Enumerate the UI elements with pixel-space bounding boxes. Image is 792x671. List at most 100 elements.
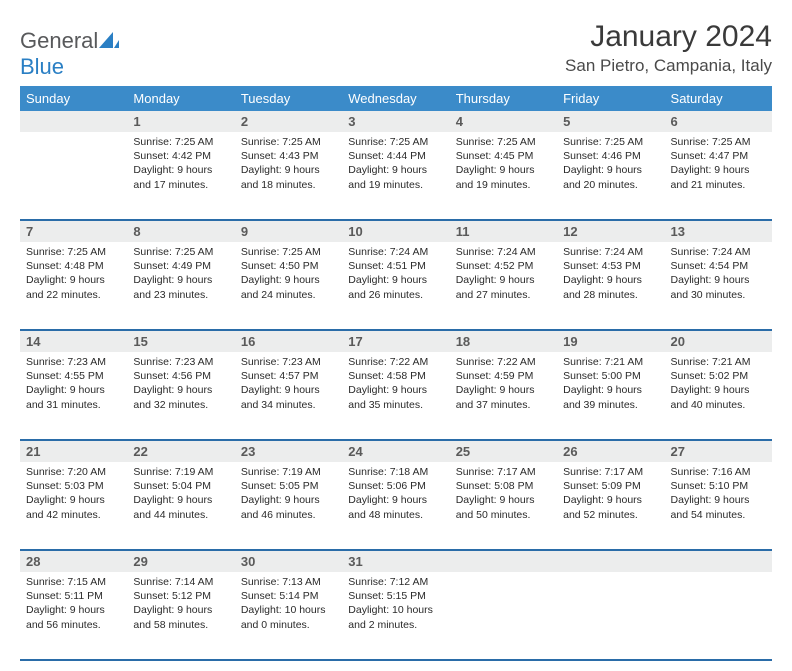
day-cell	[557, 572, 664, 660]
day-cell: Sunrise: 7:22 AMSunset: 4:58 PMDaylight:…	[342, 352, 449, 440]
day-number-cell: 13	[665, 220, 772, 242]
day-cell: Sunrise: 7:18 AMSunset: 5:06 PMDaylight:…	[342, 462, 449, 550]
day-header: Monday	[127, 86, 234, 111]
day-cell-content: Sunrise: 7:23 AMSunset: 4:56 PMDaylight:…	[127, 352, 234, 418]
day-number-cell: 21	[20, 440, 127, 462]
header-right: January 2024 San Pietro, Campania, Italy	[565, 20, 772, 76]
day-cell	[665, 572, 772, 660]
day-cell: Sunrise: 7:14 AMSunset: 5:12 PMDaylight:…	[127, 572, 234, 660]
day-cell: Sunrise: 7:17 AMSunset: 5:08 PMDaylight:…	[450, 462, 557, 550]
day-number-cell	[557, 550, 664, 572]
day-number-cell: 8	[127, 220, 234, 242]
day-cell: Sunrise: 7:23 AMSunset: 4:55 PMDaylight:…	[20, 352, 127, 440]
day-cell-content: Sunrise: 7:17 AMSunset: 5:08 PMDaylight:…	[450, 462, 557, 528]
brand-text: GeneralBlue	[20, 28, 120, 80]
day-number-cell: 24	[342, 440, 449, 462]
sail-icon	[99, 32, 119, 50]
day-cell-content: Sunrise: 7:21 AMSunset: 5:02 PMDaylight:…	[665, 352, 772, 418]
day-cell-content: Sunrise: 7:18 AMSunset: 5:06 PMDaylight:…	[342, 462, 449, 528]
day-cell: Sunrise: 7:19 AMSunset: 5:05 PMDaylight:…	[235, 462, 342, 550]
day-cell-content: Sunrise: 7:24 AMSunset: 4:53 PMDaylight:…	[557, 242, 664, 308]
brand-logo: GeneralBlue	[20, 20, 120, 80]
day-content-row: Sunrise: 7:25 AMSunset: 4:42 PMDaylight:…	[20, 132, 772, 220]
day-cell-content: Sunrise: 7:25 AMSunset: 4:45 PMDaylight:…	[450, 132, 557, 198]
day-cell-content: Sunrise: 7:25 AMSunset: 4:48 PMDaylight:…	[20, 242, 127, 308]
day-header: Saturday	[665, 86, 772, 111]
day-number-cell: 17	[342, 330, 449, 352]
day-cell: Sunrise: 7:25 AMSunset: 4:43 PMDaylight:…	[235, 132, 342, 220]
day-number-cell	[665, 550, 772, 572]
day-cell: Sunrise: 7:25 AMSunset: 4:47 PMDaylight:…	[665, 132, 772, 220]
day-cell: Sunrise: 7:21 AMSunset: 5:00 PMDaylight:…	[557, 352, 664, 440]
day-cell-content: Sunrise: 7:22 AMSunset: 4:59 PMDaylight:…	[450, 352, 557, 418]
day-number-cell: 7	[20, 220, 127, 242]
page-header: GeneralBlue January 2024 San Pietro, Cam…	[20, 20, 772, 80]
day-header: Sunday	[20, 86, 127, 111]
day-header: Wednesday	[342, 86, 449, 111]
day-cell: Sunrise: 7:20 AMSunset: 5:03 PMDaylight:…	[20, 462, 127, 550]
day-cell: Sunrise: 7:25 AMSunset: 4:42 PMDaylight:…	[127, 132, 234, 220]
day-cell: Sunrise: 7:25 AMSunset: 4:49 PMDaylight:…	[127, 242, 234, 330]
calendar-body: 123456Sunrise: 7:25 AMSunset: 4:42 PMDay…	[20, 111, 772, 660]
day-cell: Sunrise: 7:25 AMSunset: 4:48 PMDaylight:…	[20, 242, 127, 330]
day-header: Tuesday	[235, 86, 342, 111]
calendar-table: SundayMondayTuesdayWednesdayThursdayFrid…	[20, 86, 772, 661]
day-header: Thursday	[450, 86, 557, 111]
day-number-row: 123456	[20, 111, 772, 132]
day-number-cell: 20	[665, 330, 772, 352]
day-cell: Sunrise: 7:25 AMSunset: 4:50 PMDaylight:…	[235, 242, 342, 330]
month-title: January 2024	[565, 20, 772, 54]
brand-part2: Blue	[20, 54, 64, 79]
day-number-cell: 6	[665, 111, 772, 132]
day-number-cell: 31	[342, 550, 449, 572]
day-number-cell: 12	[557, 220, 664, 242]
brand-part1: General	[20, 28, 98, 53]
day-cell: Sunrise: 7:25 AMSunset: 4:44 PMDaylight:…	[342, 132, 449, 220]
day-header: Friday	[557, 86, 664, 111]
calendar-header-row: SundayMondayTuesdayWednesdayThursdayFrid…	[20, 86, 772, 111]
day-cell	[20, 132, 127, 220]
day-number-cell: 14	[20, 330, 127, 352]
day-number-cell: 18	[450, 330, 557, 352]
day-number-cell: 30	[235, 550, 342, 572]
day-cell-content: Sunrise: 7:24 AMSunset: 4:52 PMDaylight:…	[450, 242, 557, 308]
day-cell: Sunrise: 7:12 AMSunset: 5:15 PMDaylight:…	[342, 572, 449, 660]
day-cell: Sunrise: 7:23 AMSunset: 4:56 PMDaylight:…	[127, 352, 234, 440]
day-number-row: 21222324252627	[20, 440, 772, 462]
day-number-row: 78910111213	[20, 220, 772, 242]
day-cell	[450, 572, 557, 660]
day-cell: Sunrise: 7:17 AMSunset: 5:09 PMDaylight:…	[557, 462, 664, 550]
day-number-cell: 4	[450, 111, 557, 132]
day-number-cell: 22	[127, 440, 234, 462]
day-cell-content: Sunrise: 7:22 AMSunset: 4:58 PMDaylight:…	[342, 352, 449, 418]
day-number-cell: 2	[235, 111, 342, 132]
day-cell-content: Sunrise: 7:25 AMSunset: 4:47 PMDaylight:…	[665, 132, 772, 198]
day-cell: Sunrise: 7:23 AMSunset: 4:57 PMDaylight:…	[235, 352, 342, 440]
day-cell-content: Sunrise: 7:19 AMSunset: 5:04 PMDaylight:…	[127, 462, 234, 528]
day-cell-content: Sunrise: 7:24 AMSunset: 4:54 PMDaylight:…	[665, 242, 772, 308]
day-number-cell: 26	[557, 440, 664, 462]
day-cell-content: Sunrise: 7:15 AMSunset: 5:11 PMDaylight:…	[20, 572, 127, 638]
day-cell: Sunrise: 7:25 AMSunset: 4:46 PMDaylight:…	[557, 132, 664, 220]
day-content-row: Sunrise: 7:23 AMSunset: 4:55 PMDaylight:…	[20, 352, 772, 440]
day-cell-content: Sunrise: 7:12 AMSunset: 5:15 PMDaylight:…	[342, 572, 449, 638]
day-cell-content: Sunrise: 7:21 AMSunset: 5:00 PMDaylight:…	[557, 352, 664, 418]
day-number-cell: 15	[127, 330, 234, 352]
day-number-cell: 16	[235, 330, 342, 352]
day-number-cell: 3	[342, 111, 449, 132]
day-number-cell: 9	[235, 220, 342, 242]
day-cell-content	[557, 572, 664, 581]
day-cell-content: Sunrise: 7:23 AMSunset: 4:55 PMDaylight:…	[20, 352, 127, 418]
day-cell: Sunrise: 7:21 AMSunset: 5:02 PMDaylight:…	[665, 352, 772, 440]
location-text: San Pietro, Campania, Italy	[565, 56, 772, 76]
calendar-page: GeneralBlue January 2024 San Pietro, Cam…	[0, 0, 792, 671]
day-number-cell: 29	[127, 550, 234, 572]
day-cell-content	[665, 572, 772, 581]
day-number-row: 28293031	[20, 550, 772, 572]
day-number-row: 14151617181920	[20, 330, 772, 352]
day-cell-content	[20, 132, 127, 141]
day-number-cell: 5	[557, 111, 664, 132]
day-cell: Sunrise: 7:16 AMSunset: 5:10 PMDaylight:…	[665, 462, 772, 550]
day-number-cell: 1	[127, 111, 234, 132]
day-cell-content: Sunrise: 7:25 AMSunset: 4:44 PMDaylight:…	[342, 132, 449, 198]
